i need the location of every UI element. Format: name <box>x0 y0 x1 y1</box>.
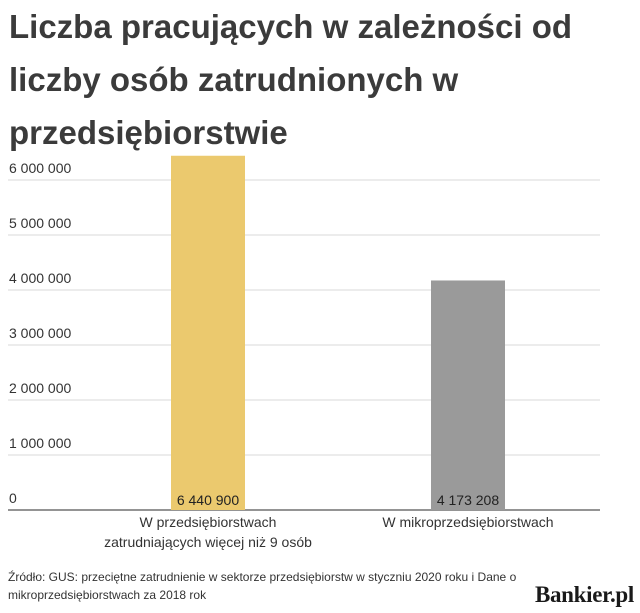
chart-title: Liczba pracujących w zależności od liczb… <box>9 8 573 151</box>
category-label: W mikroprzedsiębiorstwach <box>382 514 553 530</box>
bar-chart: 0 1 000 000 2 000 000 3 000 000 4 000 000 5 0… <box>8 155 600 550</box>
y-tick-label: 2 000 000 <box>9 380 71 396</box>
y-tick-label: 0 <box>9 490 17 506</box>
bar <box>431 280 505 510</box>
category-label: W przedsiębiorstwach <box>140 514 277 530</box>
y-tick-label: 4 000 000 <box>9 270 71 286</box>
bankier-logo: Bankier.pl <box>534 582 634 607</box>
category-label: zatrudniających więcej niż 9 osób <box>104 534 312 550</box>
bar-value-label: 6 440 900 <box>177 492 239 508</box>
bar-value-label: 4 173 208 <box>437 492 499 508</box>
y-tick-label: 5 000 000 <box>9 215 71 231</box>
y-tick-label: 6 000 000 <box>9 160 71 176</box>
bar <box>171 155 245 511</box>
y-tick-label: 3 000 000 <box>9 325 71 341</box>
y-tick-label: 1 000 000 <box>9 435 71 451</box>
source-note: Źródło: GUS: przeciętne zatrudnienie w s… <box>8 570 517 602</box>
